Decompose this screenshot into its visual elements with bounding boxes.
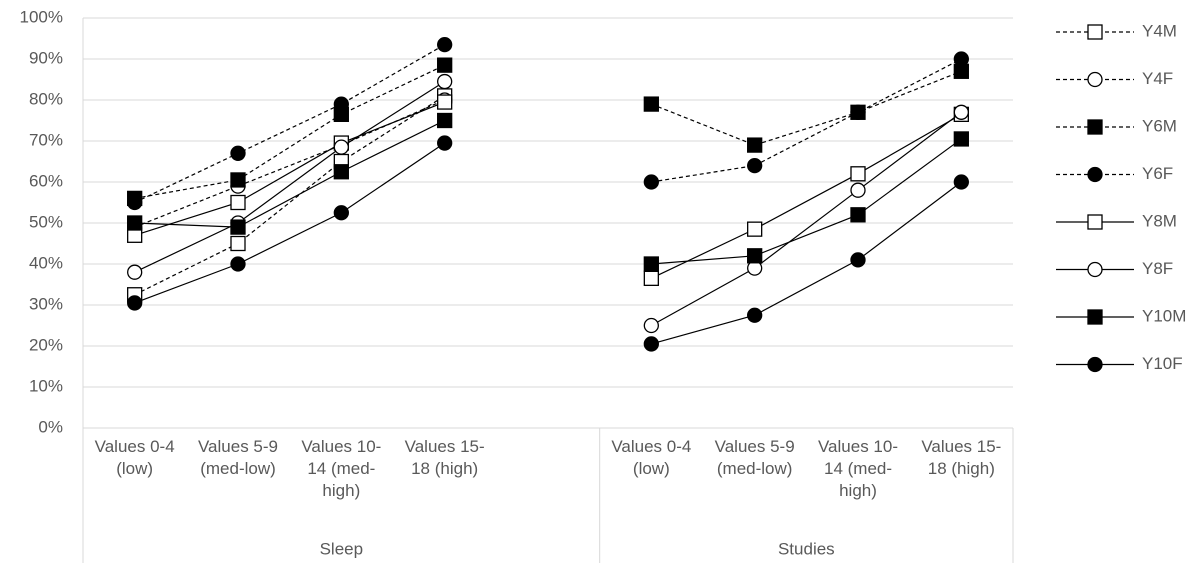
y-tick-label: 40% [29, 253, 63, 272]
marker [333, 205, 349, 221]
legend-label: Y4M [1142, 21, 1177, 40]
marker [437, 57, 453, 73]
y-tick-label: 0% [38, 417, 63, 436]
y-tick-label: 10% [29, 376, 63, 395]
marker [333, 164, 349, 180]
series-line [134, 44, 962, 204]
marker [437, 112, 453, 129]
marker [747, 248, 763, 264]
series-line [134, 119, 962, 265]
y-tick-label: 100% [20, 7, 63, 26]
marker [1087, 261, 1103, 278]
marker [1087, 166, 1103, 183]
marker [643, 270, 659, 287]
marker [1087, 71, 1103, 88]
marker [437, 135, 453, 151]
series-line [134, 81, 962, 327]
series-line [134, 99, 445, 228]
marker [127, 264, 143, 280]
marker [333, 96, 349, 112]
marker [953, 51, 969, 67]
marker [230, 256, 246, 272]
x-tick-label: Values 15-18 (high) [404, 437, 485, 478]
y-tick-label: 20% [29, 335, 63, 354]
marker [437, 37, 453, 53]
marker [643, 96, 659, 112]
legend-label: Y8M [1142, 211, 1177, 230]
marker [437, 94, 453, 110]
marker [747, 307, 763, 323]
marker [643, 336, 659, 352]
legend-label: Y6M [1142, 116, 1177, 135]
marker [127, 194, 143, 211]
marker [1087, 24, 1103, 40]
legend-label: Y6F [1142, 164, 1173, 183]
marker [127, 295, 143, 311]
marker [643, 174, 659, 190]
marker [953, 104, 969, 120]
x-tick-label: Values 15-18 (high) [921, 437, 1002, 478]
y-tick-label: 30% [29, 294, 63, 313]
x-tick-label: Values 5-9 (med-low) [714, 437, 795, 478]
group-label: Sleep [320, 539, 363, 558]
y-tick-label: 90% [29, 48, 63, 67]
x-tick-label: Values 0-4 (low) [611, 437, 692, 478]
marker [643, 256, 659, 272]
x-tick-label: Values 10-14 (med-high) [301, 437, 382, 500]
marker [747, 221, 763, 237]
marker [747, 137, 763, 153]
marker [230, 145, 246, 161]
marker [230, 194, 246, 211]
y-tick-label: 80% [29, 89, 63, 108]
series-line [134, 95, 445, 296]
marker [1087, 309, 1103, 325]
marker [643, 317, 659, 334]
x-tick-label: Values 5-9 (med-low) [197, 437, 278, 478]
marker [747, 157, 763, 174]
legend-label: Y8F [1142, 259, 1173, 278]
group-label: Studies [778, 539, 835, 558]
marker [850, 166, 866, 182]
legend-label: Y4F [1142, 69, 1173, 88]
marker [850, 104, 866, 120]
legend-label: Y10F [1142, 354, 1183, 373]
y-tick-label: 60% [29, 171, 63, 190]
marker [850, 207, 866, 223]
series-line [134, 64, 962, 199]
series-line [134, 142, 962, 345]
x-tick-label: Values 10-14 (med-high) [817, 437, 898, 500]
marker [230, 235, 246, 252]
x-tick-label: Values 0-4 (low) [94, 437, 175, 478]
series-line [134, 101, 962, 279]
marker [127, 215, 143, 231]
marker [1087, 214, 1103, 230]
marker [850, 182, 866, 198]
y-tick-label: 50% [29, 212, 63, 231]
marker [230, 219, 246, 235]
marker [953, 174, 969, 190]
marker [333, 139, 349, 155]
marker [230, 172, 246, 188]
marker [953, 131, 969, 147]
legend-label: Y10M [1142, 306, 1186, 325]
marker [1087, 356, 1103, 373]
marker [1087, 119, 1103, 135]
marker [850, 252, 866, 268]
y-tick-label: 70% [29, 130, 63, 149]
marker [437, 73, 453, 90]
